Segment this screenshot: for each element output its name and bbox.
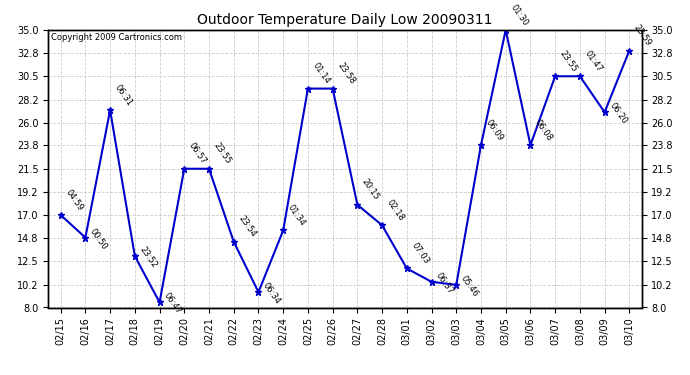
Text: 01:14: 01:14: [310, 61, 332, 86]
Text: 06:47: 06:47: [162, 291, 184, 316]
Text: 06:31: 06:31: [113, 82, 134, 107]
Text: 00:50: 00:50: [88, 227, 109, 252]
Text: 01:47: 01:47: [582, 49, 604, 74]
Text: 23:54: 23:54: [237, 214, 257, 239]
Text: 06:57: 06:57: [187, 141, 208, 166]
Title: Outdoor Temperature Daily Low 20090311: Outdoor Temperature Daily Low 20090311: [197, 13, 493, 27]
Text: 23:59: 23:59: [632, 23, 653, 48]
Text: 23:52: 23:52: [137, 245, 159, 270]
Text: 07:03: 07:03: [410, 241, 431, 266]
Text: 23:55: 23:55: [558, 49, 579, 74]
Text: Copyright 2009 Cartronics.com: Copyright 2009 Cartronics.com: [51, 33, 182, 42]
Text: 06:37: 06:37: [434, 271, 455, 296]
Text: 06:08: 06:08: [533, 117, 554, 142]
Text: 06:34: 06:34: [262, 281, 282, 306]
Text: 23:55: 23:55: [212, 141, 233, 166]
Text: 02:18: 02:18: [385, 198, 406, 222]
Text: 05:46: 05:46: [459, 274, 480, 299]
Text: 01:34: 01:34: [286, 203, 307, 228]
Text: 20:15: 20:15: [360, 177, 381, 202]
Text: 06:20: 06:20: [607, 101, 629, 126]
Text: 06:09: 06:09: [484, 118, 505, 142]
Text: 04:59: 04:59: [63, 188, 84, 212]
Text: 23:58: 23:58: [335, 61, 357, 86]
Text: 01:30: 01:30: [509, 3, 529, 27]
